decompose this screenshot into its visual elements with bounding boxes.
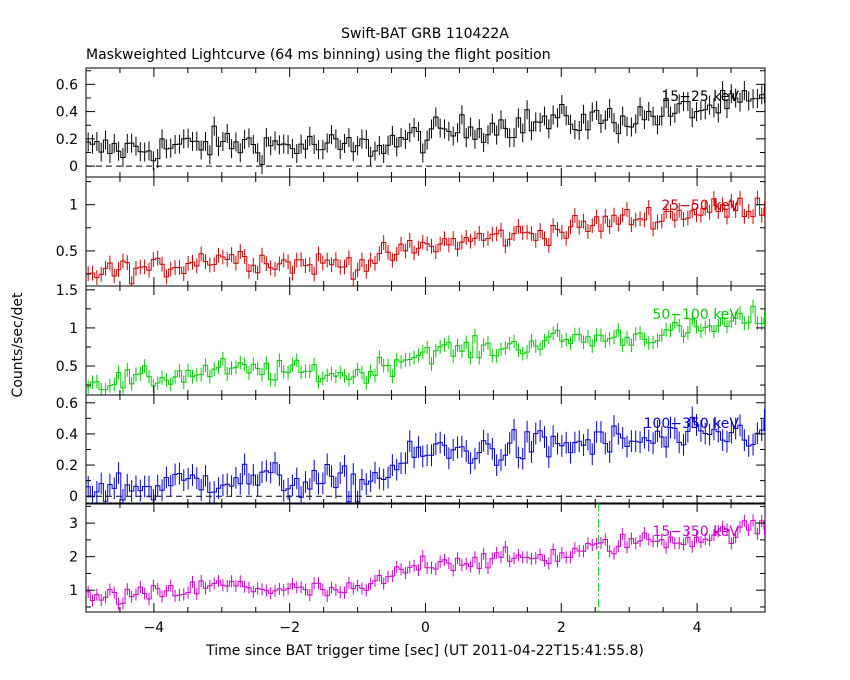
x-axis-label: Time since BAT trigger time [sec] (UT 20… — [205, 643, 644, 659]
band-label: 15−25 keV — [661, 89, 739, 105]
band-label: 25−50 keV — [661, 198, 739, 214]
y-tick-label: 1 — [69, 583, 78, 599]
y-tick-label: 0.2 — [56, 132, 78, 148]
y-tick-label: 1 — [69, 321, 78, 337]
y-tick-label: 0.5 — [56, 244, 78, 260]
panel-3: 0 0.2 0.4 0.6 100−350 keV — [56, 394, 766, 505]
panel-0: 0 0.2 0.4 0.6 15−25 keV — [56, 67, 766, 178]
y-tick-label: 0.2 — [56, 458, 78, 474]
y-tick-label: 0.6 — [56, 77, 78, 93]
x-tick-label: 0 — [421, 620, 430, 636]
y-tick-label: 3 — [69, 516, 78, 532]
y-tick-label: 0.5 — [56, 359, 78, 375]
x-tick-label: 4 — [693, 620, 702, 636]
y-axis-label: Counts/sec/det — [10, 292, 26, 397]
series-line — [86, 416, 765, 503]
series-line — [86, 519, 765, 605]
panel-1: 0.5 1 25−50 keV — [56, 176, 766, 287]
y-tick-label: 2 — [69, 550, 78, 566]
band-label: 100−350 keV — [644, 416, 740, 432]
y-tick-label: 0 — [69, 489, 78, 505]
band-label: 50−100 keV — [652, 307, 739, 323]
panel-4: 1 2 3 15−350 keV — [69, 502, 766, 613]
x-tick-label: 2 — [557, 620, 566, 636]
x-tick-label: −2 — [279, 620, 300, 636]
y-tick-label: 0.4 — [56, 105, 78, 121]
series-line — [86, 90, 765, 166]
y-tick-label: 0 — [69, 159, 78, 175]
chart-subtitle: Maskweighted Lightcurve (64 ms binning) … — [86, 47, 551, 63]
chart-title: Swift-BAT GRB 110422A — [341, 26, 509, 42]
panel-frame — [85, 285, 766, 396]
x-tick-label: −4 — [144, 620, 165, 636]
y-tick-label: 0.4 — [56, 427, 78, 443]
panel-2: 0.5 1 1.5 50−100 keV — [56, 283, 766, 396]
panels-group: 0 0.2 0.4 0.6 15−25 keV 0.5 1 25−50 keV 0.5 1 1.5 5… — [56, 67, 766, 636]
series-line — [86, 197, 765, 285]
y-tick-label: 0.6 — [56, 396, 78, 412]
band-label: 15−350 keV — [652, 524, 739, 540]
y-tick-label: 1.5 — [56, 283, 78, 299]
y-tick-label: 1 — [69, 198, 78, 214]
panel-frame — [85, 67, 766, 178]
series-line — [86, 305, 765, 391]
